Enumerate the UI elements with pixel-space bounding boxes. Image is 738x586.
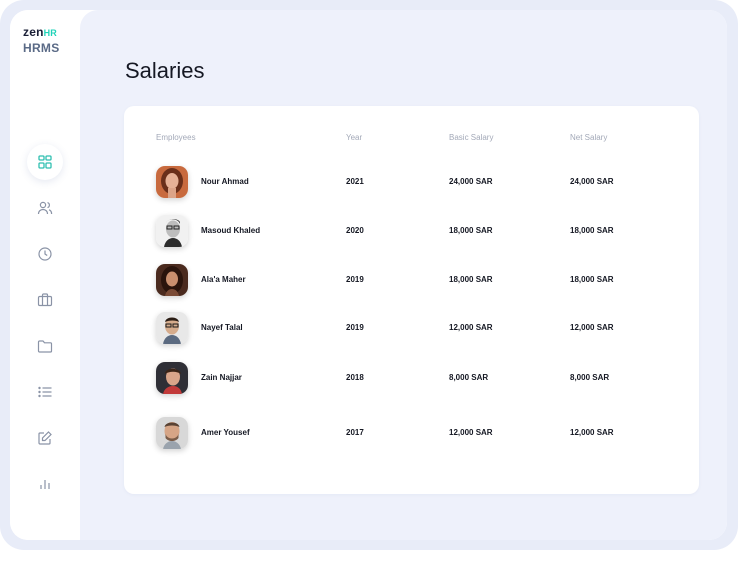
page-title: Salaries <box>125 58 205 83</box>
sidebar: zenHR HRMS <box>10 10 80 540</box>
column-header-basic-salary[interactable]: Basic Salary <box>449 133 494 142</box>
year-cell: 2021 <box>346 177 364 186</box>
nav-jobs[interactable] <box>27 282 63 318</box>
nav-list[interactable] <box>27 374 63 410</box>
net-salary-cell: 12,000 SAR <box>570 428 614 437</box>
net-salary-cell: 8,000 SAR <box>570 373 610 382</box>
basic-salary-cell: 24,000 SAR <box>449 177 493 186</box>
basic-salary-cell: 12,000 SAR <box>449 428 493 437</box>
logo-accent-text: HR <box>43 28 58 38</box>
column-header-net-salary[interactable]: Net Salary <box>570 133 608 142</box>
column-header-employees[interactable]: Employees <box>156 133 196 142</box>
users-icon <box>37 201 53 215</box>
clock-icon <box>38 247 52 261</box>
nav-reports[interactable] <box>27 466 63 502</box>
briefcase-icon <box>37 293 53 307</box>
employee-name: Nour Ahmad <box>201 177 249 186</box>
avatar <box>156 264 188 296</box>
avatar <box>156 166 188 198</box>
year-cell: 2017 <box>346 428 364 437</box>
device-frame: zenHR HRMS <box>0 0 738 550</box>
table-row[interactable]: Masoud Khaled 2020 18,000 SAR 18,000 SAR <box>124 211 699 251</box>
employee-name: Masoud Khaled <box>201 226 261 235</box>
employee-name: Zain Najjar <box>201 373 242 382</box>
table-row[interactable]: Amer Yousef 2017 12,000 SAR 12,000 SAR <box>124 413 699 453</box>
nav-edit[interactable] <box>27 420 63 456</box>
logo-subtitle: HRMS <box>23 41 60 55</box>
employee-name: Ala'a Maher <box>201 275 246 284</box>
nav-dashboard[interactable] <box>27 144 63 180</box>
list-icon <box>38 386 52 398</box>
app-window: zenHR HRMS <box>10 10 727 540</box>
logo-wordmark: zenHR <box>23 26 60 38</box>
basic-salary-cell: 18,000 SAR <box>449 275 493 284</box>
net-salary-cell: 24,000 SAR <box>570 177 614 186</box>
nav-employees[interactable] <box>27 190 63 226</box>
nav-documents[interactable] <box>27 328 63 364</box>
avatar <box>156 215 188 247</box>
folder-icon <box>37 340 53 353</box>
employee-name: Nayef Talal <box>201 323 243 332</box>
bar-chart-icon <box>40 480 50 489</box>
dashboard-grid-icon <box>38 155 52 169</box>
basic-salary-cell: 12,000 SAR <box>449 323 493 332</box>
net-salary-cell: 18,000 SAR <box>570 226 614 235</box>
logo-main-text: zen <box>23 25 44 39</box>
avatar <box>156 362 188 394</box>
year-cell: 2019 <box>346 323 364 332</box>
year-cell: 2018 <box>346 373 364 382</box>
avatar <box>156 312 188 344</box>
table-row[interactable]: Nayef Talal 2019 12,000 SAR 12,000 SAR <box>124 308 699 348</box>
basic-salary-cell: 18,000 SAR <box>449 226 493 235</box>
edit-icon <box>38 431 52 445</box>
net-salary-cell: 18,000 SAR <box>570 275 614 284</box>
year-cell: 2019 <box>346 275 364 284</box>
salaries-table-card: Employees Year Basic Salary Net Salary <box>124 106 699 494</box>
logo[interactable]: zenHR HRMS <box>23 26 60 54</box>
table-row[interactable]: Zain Najjar 2018 8,000 SAR 8,000 SAR <box>124 358 699 398</box>
table-row[interactable]: Ala'a Maher 2019 18,000 SAR 18,000 SAR <box>124 260 699 300</box>
column-header-year[interactable]: Year <box>346 133 363 142</box>
nav-attendance[interactable] <box>27 236 63 272</box>
basic-salary-cell: 8,000 SAR <box>449 373 489 382</box>
table-row[interactable]: Nour Ahmad 2021 24,000 SAR 24,000 SAR <box>124 162 699 202</box>
avatar <box>156 417 188 449</box>
main-content: Salaries Employees Year Basic Salary Net… <box>80 10 727 540</box>
employee-name: Amer Yousef <box>201 428 250 437</box>
net-salary-cell: 12,000 SAR <box>570 323 614 332</box>
year-cell: 2020 <box>346 226 364 235</box>
